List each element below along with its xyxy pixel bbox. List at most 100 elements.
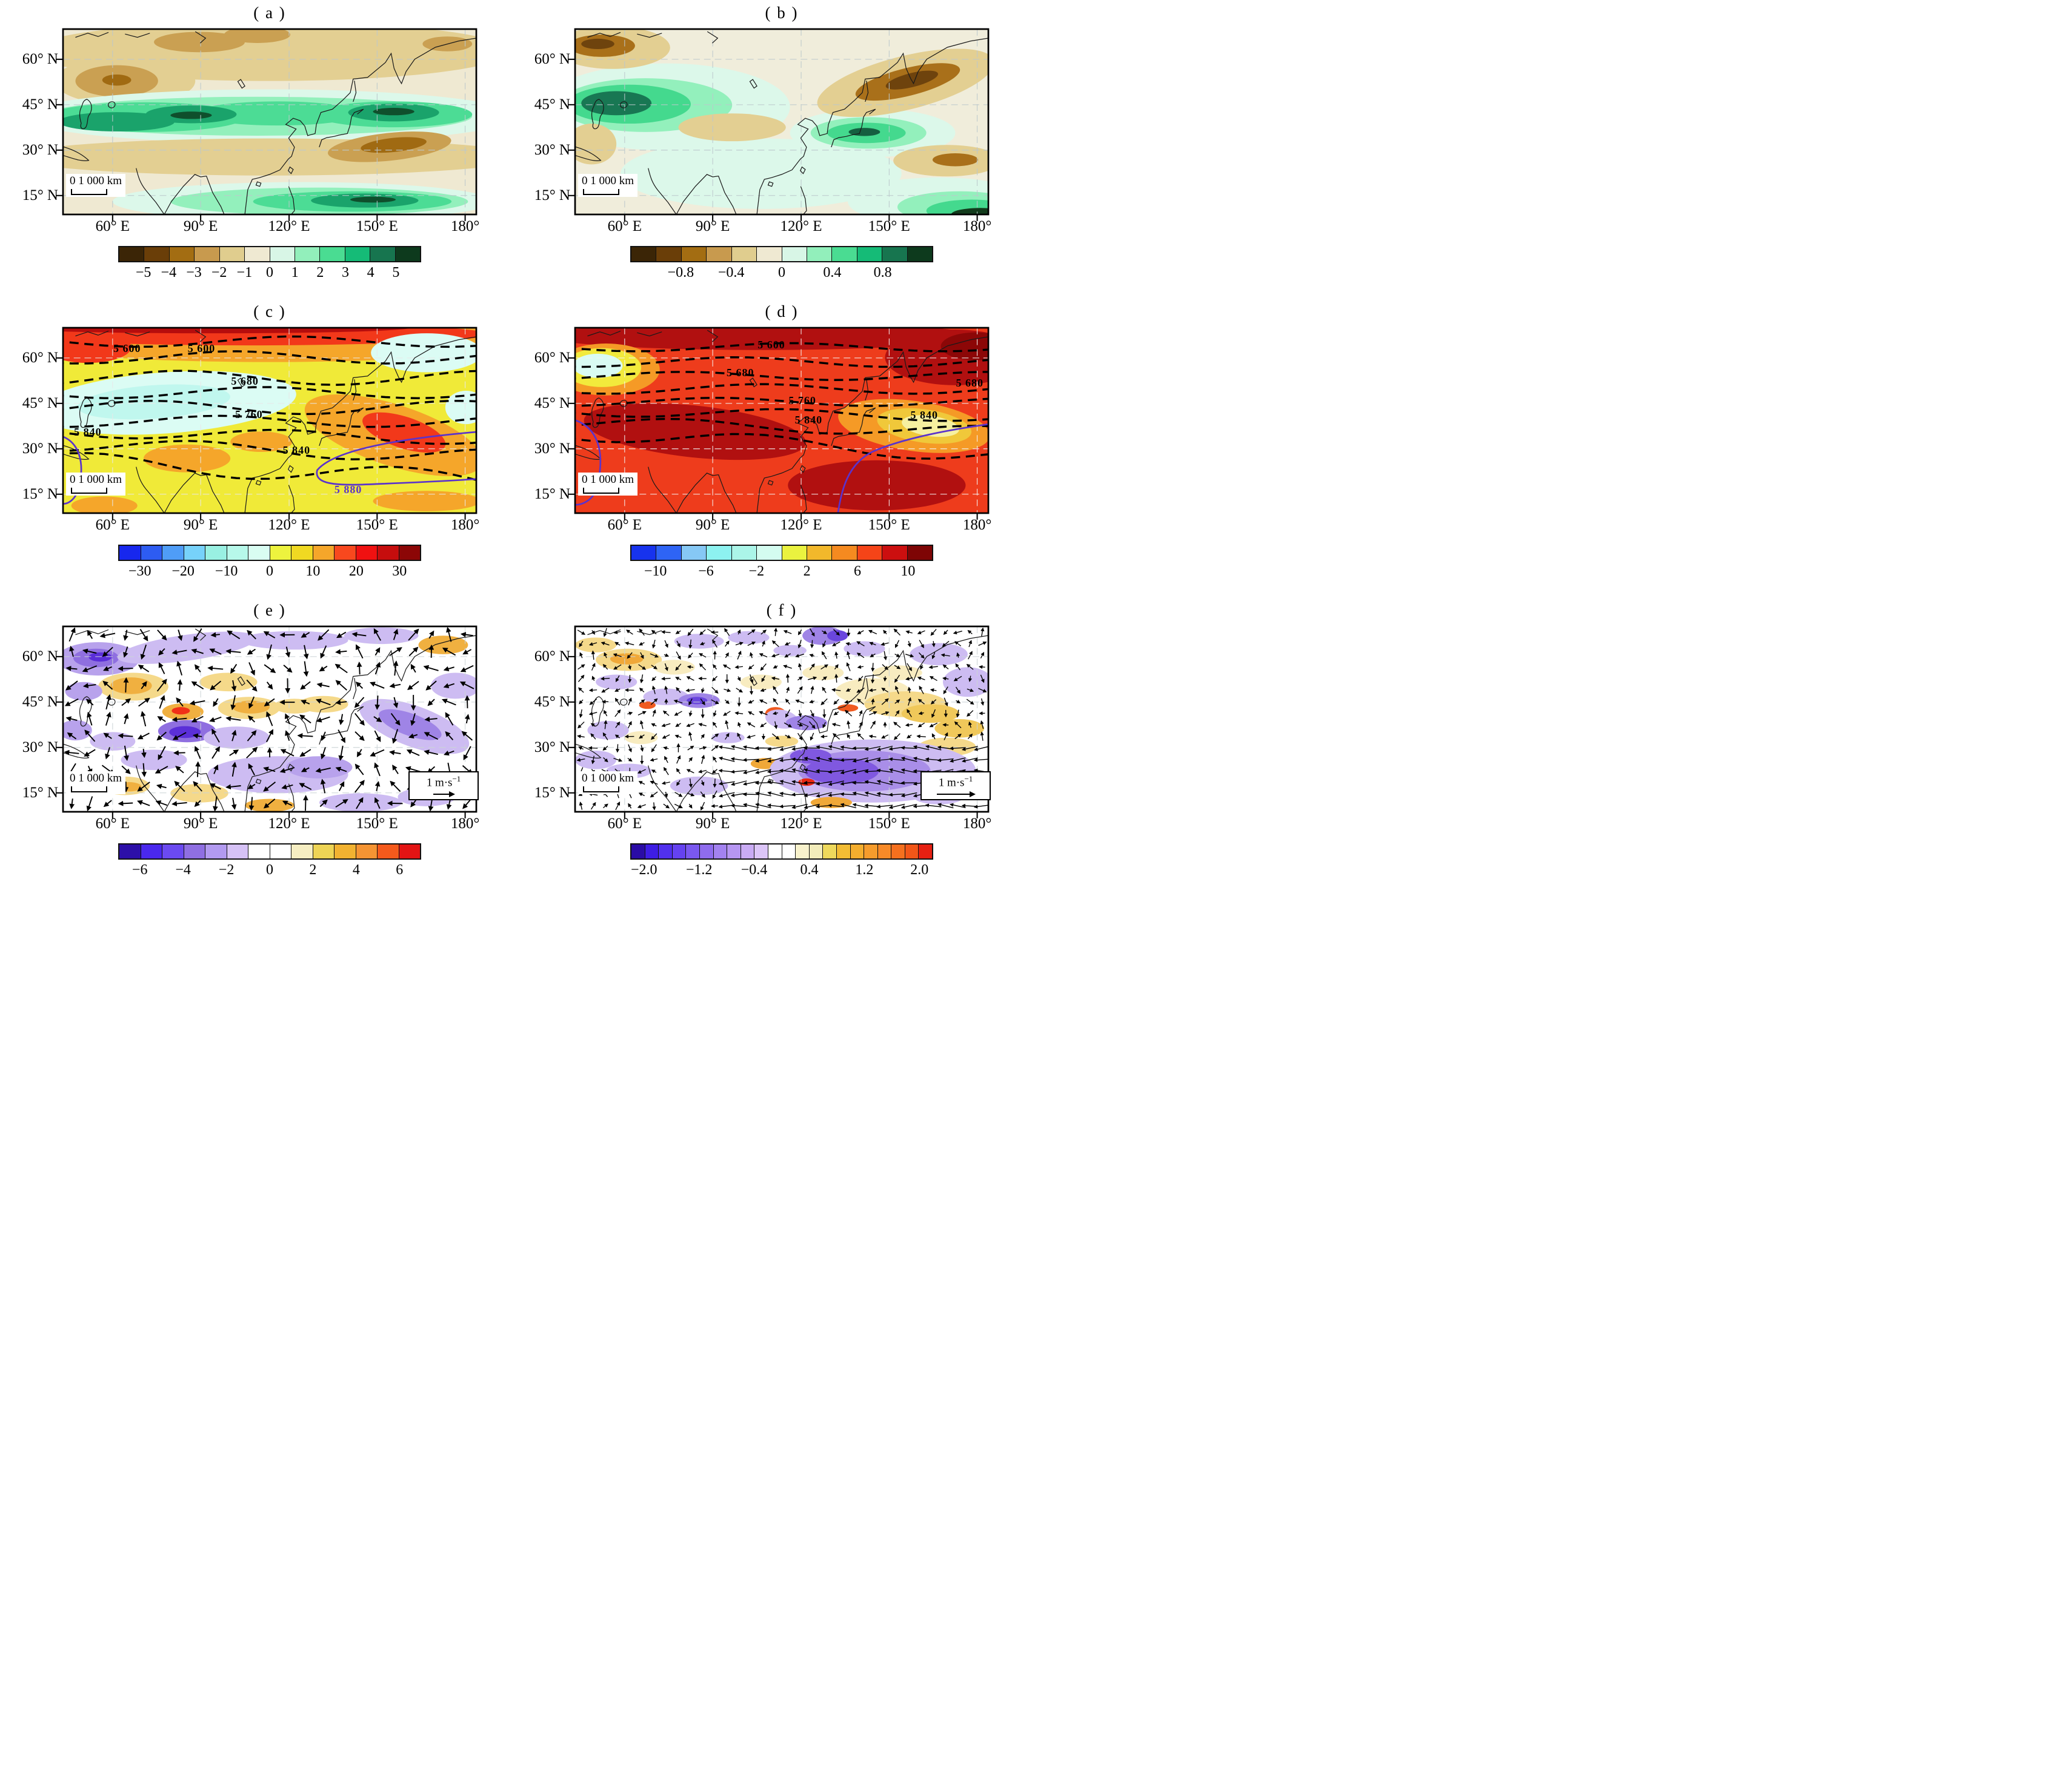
wind-vector bbox=[141, 763, 147, 777]
colorbar-segment bbox=[907, 247, 933, 261]
wind-vector bbox=[64, 749, 79, 755]
colorbar-segment bbox=[162, 546, 184, 560]
wind-vector bbox=[930, 688, 937, 692]
wind-vector bbox=[615, 675, 620, 683]
wind-vector bbox=[822, 686, 827, 694]
wind-vector bbox=[590, 723, 596, 727]
wind-vector bbox=[748, 664, 754, 670]
wind-vector bbox=[676, 687, 681, 693]
lat-label: 60° N bbox=[22, 349, 58, 366]
wind-vector bbox=[676, 640, 681, 648]
wind-vector bbox=[335, 649, 347, 655]
wind-vector bbox=[785, 709, 791, 718]
wind-vector bbox=[966, 699, 974, 705]
wind-vector bbox=[336, 631, 347, 639]
wind-vector bbox=[771, 640, 779, 648]
lon-label: 60° E bbox=[95, 517, 130, 533]
wind-vector bbox=[674, 792, 683, 797]
wind-vector bbox=[930, 629, 937, 636]
wind-vector bbox=[664, 766, 669, 775]
wind-vector bbox=[628, 697, 632, 706]
wind-vector bbox=[844, 676, 853, 680]
wind-vector bbox=[846, 662, 851, 671]
wind-vector bbox=[773, 698, 779, 705]
colorbar-segment bbox=[144, 247, 170, 261]
wind-vector bbox=[424, 732, 439, 740]
wind-vector bbox=[917, 699, 925, 705]
wind-vector bbox=[459, 682, 474, 689]
wind-vector bbox=[69, 645, 75, 657]
wind-vector bbox=[137, 732, 150, 740]
wind-vector bbox=[755, 757, 771, 763]
wind-vector bbox=[338, 745, 344, 762]
colorbar-tick-label: −1 bbox=[236, 265, 253, 280]
colorbar-c bbox=[118, 545, 421, 561]
wind-vector bbox=[370, 749, 385, 757]
wind-vector bbox=[638, 781, 645, 785]
wind-vector bbox=[579, 709, 583, 718]
wind-vector bbox=[833, 711, 839, 715]
coastline bbox=[75, 330, 207, 342]
wind-vector bbox=[973, 758, 988, 762]
colorbar-tick-label: 4 bbox=[367, 265, 374, 280]
scalebar-bracket bbox=[583, 188, 619, 195]
wind-vector bbox=[65, 716, 78, 722]
coastline bbox=[831, 706, 876, 745]
wind-vector bbox=[588, 642, 597, 646]
wind-vector bbox=[321, 731, 326, 742]
colorbar-tick-label: −2 bbox=[211, 265, 227, 280]
wind-vector bbox=[699, 663, 707, 671]
wind-vector bbox=[374, 695, 381, 710]
wind-vector bbox=[962, 746, 978, 751]
wind-vector bbox=[462, 649, 472, 655]
wind-vector bbox=[425, 680, 437, 691]
colorbar-segment bbox=[891, 845, 905, 858]
wind-vector bbox=[577, 664, 585, 670]
scalebar-bracket bbox=[71, 786, 107, 792]
colorbar-segment bbox=[119, 247, 145, 261]
wind-vector bbox=[639, 688, 645, 692]
wind-vector bbox=[316, 716, 330, 723]
wind-vector bbox=[905, 677, 913, 681]
coastline bbox=[648, 168, 737, 214]
colorbar-segment bbox=[399, 546, 420, 560]
wind-vector bbox=[700, 791, 705, 798]
wind-vector bbox=[263, 766, 276, 772]
wind-vector bbox=[393, 660, 399, 676]
wind-vector bbox=[614, 697, 621, 706]
wind-vector bbox=[820, 698, 828, 706]
wind-vector bbox=[767, 780, 784, 785]
wind-vector bbox=[978, 688, 987, 692]
wind-vector bbox=[725, 720, 729, 729]
wind-vector bbox=[942, 664, 949, 669]
wind-vector bbox=[613, 630, 621, 634]
wind-vector bbox=[688, 699, 693, 706]
wind-vector bbox=[804, 757, 820, 762]
colorbar-segment bbox=[356, 546, 378, 560]
wind-vector bbox=[881, 688, 889, 692]
colorbar-segment bbox=[864, 845, 878, 858]
colorbar-segment bbox=[699, 845, 714, 858]
wind-vector bbox=[285, 730, 290, 742]
wind-vector bbox=[282, 800, 293, 806]
wind-vector bbox=[373, 628, 382, 641]
wind-vector bbox=[913, 745, 930, 751]
wind-vector bbox=[785, 686, 790, 693]
colorbar-segment bbox=[370, 247, 396, 261]
wind-vector bbox=[213, 698, 219, 707]
colorbar-tick-label: −6 bbox=[698, 563, 714, 579]
colorbar-segment bbox=[681, 247, 707, 261]
wind-vector bbox=[602, 663, 608, 670]
height-contour bbox=[63, 399, 476, 416]
wind-vector bbox=[614, 688, 621, 692]
wind-vector bbox=[138, 697, 150, 707]
wind-vector bbox=[674, 803, 683, 809]
wind-vector bbox=[627, 757, 633, 762]
scalebar-c: 0 1 000 km bbox=[66, 472, 126, 496]
wind-vector bbox=[795, 654, 805, 658]
colorbar-segment bbox=[707, 247, 732, 261]
wind-vector bbox=[603, 628, 607, 637]
wind-vector bbox=[171, 649, 187, 655]
coastline bbox=[237, 79, 245, 89]
anomaly-blob bbox=[940, 332, 988, 360]
